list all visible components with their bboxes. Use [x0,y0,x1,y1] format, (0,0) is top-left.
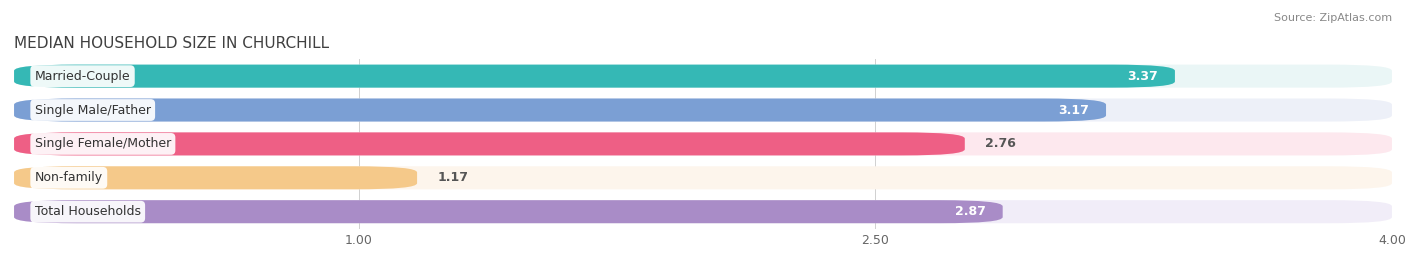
FancyBboxPatch shape [14,98,1392,122]
Text: Single Male/Father: Single Male/Father [35,104,150,116]
Text: Total Households: Total Households [35,205,141,218]
FancyBboxPatch shape [14,200,1002,223]
Text: Single Female/Mother: Single Female/Mother [35,137,172,150]
FancyBboxPatch shape [14,65,1175,88]
Text: Married-Couple: Married-Couple [35,70,131,83]
FancyBboxPatch shape [14,166,418,189]
FancyBboxPatch shape [14,98,1107,122]
Text: MEDIAN HOUSEHOLD SIZE IN CHURCHILL: MEDIAN HOUSEHOLD SIZE IN CHURCHILL [14,36,329,51]
Text: 2.87: 2.87 [955,205,986,218]
FancyBboxPatch shape [14,132,1392,155]
FancyBboxPatch shape [14,200,1392,223]
FancyBboxPatch shape [14,65,1392,88]
FancyBboxPatch shape [14,166,1392,189]
Text: 2.76: 2.76 [986,137,1017,150]
Text: 3.17: 3.17 [1057,104,1088,116]
FancyBboxPatch shape [14,132,965,155]
Text: 3.37: 3.37 [1128,70,1157,83]
Text: Source: ZipAtlas.com: Source: ZipAtlas.com [1274,13,1392,23]
Text: Non-family: Non-family [35,171,103,184]
Text: 1.17: 1.17 [437,171,468,184]
